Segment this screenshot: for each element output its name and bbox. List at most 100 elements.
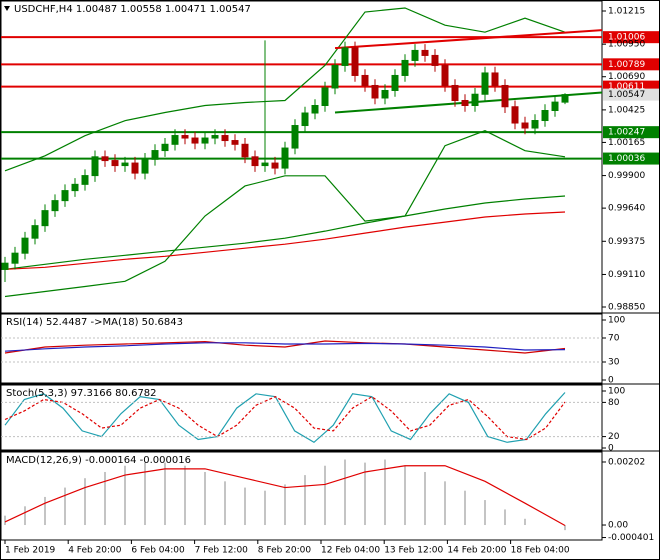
candle-body: [441, 64, 449, 86]
candle-body: [71, 183, 79, 192]
panel-title: USDCHF,H4 1.00487 1.00558 1.00471 1.0054…: [14, 4, 251, 15]
candle-body: [481, 72, 489, 95]
candle-body: [31, 225, 39, 239]
candle-body: [231, 140, 239, 145]
candle-body: [281, 147, 289, 169]
candle-body: [461, 99, 469, 107]
y-tick-label: 0.00: [608, 521, 628, 531]
y-tick-label: 0.00202: [608, 457, 645, 467]
candle-body: [201, 137, 209, 144]
y-tick-label: 70: [608, 334, 620, 344]
candle-body: [11, 252, 19, 264]
candle-body: [541, 110, 549, 122]
candle-body: [551, 101, 559, 112]
y-tick-label: 0.99110: [608, 270, 645, 280]
candle-body: [171, 135, 179, 145]
indicator-line: [4, 342, 566, 352]
panel-title: RSI(14) 52.4487 ->MA(18) 50.6843: [6, 317, 183, 328]
candle-body: [111, 160, 119, 167]
candle-body: [221, 135, 229, 142]
candle-body: [101, 156, 109, 162]
candle-body: [121, 162, 129, 167]
y-tick-label: 100: [608, 316, 625, 326]
indicator-line: [4, 392, 566, 444]
y-tick-label: 0: [608, 444, 614, 454]
level-label: 1.00036: [608, 154, 645, 164]
candle-body: [251, 156, 259, 167]
x-tick-label: 12 Feb 04:00: [321, 546, 380, 556]
candle-body: [401, 59, 409, 76]
y-tick-label: 30: [608, 358, 620, 368]
panel-title: Stoch(5,3,3) 97.3166 80.6782: [6, 388, 157, 399]
y-tick-label: 0.98850: [608, 302, 645, 312]
candle-body: [131, 162, 139, 174]
candle-body: [511, 106, 519, 124]
level-label-bg: [603, 126, 659, 139]
candle-body: [381, 89, 389, 99]
candle-body: [181, 135, 189, 139]
level-label: 1.01006: [608, 33, 645, 43]
candle-body: [311, 105, 319, 114]
overlay-line: [4, 7, 566, 172]
level-label-bg: [603, 152, 659, 165]
y-tick-label: 1.00690: [608, 72, 645, 82]
overlay-line: [4, 211, 566, 270]
candle-body: [301, 112, 309, 127]
level-label-bg: [603, 58, 659, 71]
candle-body: [431, 54, 439, 66]
y-tick-label: 1.00950: [608, 40, 645, 50]
candle-body: [421, 49, 429, 56]
y-tick-label: 0.99375: [608, 237, 645, 247]
panel-border: [0, 451, 603, 541]
panel-title: MACD(12,26,9) -0.000164 -0.000016: [6, 455, 191, 466]
x-tick-label: 1 Feb 2019: [5, 546, 56, 556]
signal-line: [4, 465, 566, 527]
candle-body: [151, 150, 159, 160]
y-tick-label: 1.01215: [608, 7, 645, 17]
candle-body: [91, 156, 99, 177]
candle-body: [391, 74, 399, 91]
level-label: 1.00789: [608, 60, 645, 70]
candle-body: [351, 47, 359, 76]
candle-body: [491, 72, 499, 86]
candle-body: [561, 94, 569, 103]
candle-body: [51, 200, 59, 212]
y-tick-label: 1.00425: [608, 105, 645, 115]
candle-body: [501, 84, 509, 108]
overlay-line: [4, 195, 566, 270]
candle-body: [291, 125, 299, 149]
candle-body: [211, 135, 219, 139]
candle-body: [141, 158, 149, 174]
level-label: 1.00611: [608, 82, 645, 92]
y-tick-label: 80: [608, 398, 620, 408]
level-label-bg: [603, 31, 659, 44]
y-tick-label: 0.99640: [608, 204, 645, 214]
candle-body: [521, 122, 529, 129]
candle-body: [371, 84, 379, 99]
y-tick-label: 1.00165: [608, 138, 645, 148]
candle-body: [161, 143, 169, 152]
candle-body: [531, 120, 539, 129]
candle-body: [331, 64, 339, 89]
candle-body: [411, 49, 419, 61]
level-label: 1.00247: [608, 128, 645, 138]
x-tick-label: 8 Feb 20:00: [258, 546, 312, 556]
panel-border: [0, 313, 603, 384]
candle-body: [1, 262, 9, 270]
x-tick-label: 6 Feb 04:00: [131, 546, 185, 556]
x-tick-label: 4 Feb 20:00: [68, 546, 122, 556]
y-tick-label: 100: [608, 386, 625, 396]
x-tick-label: 14 Feb 20:00: [447, 546, 506, 556]
trend-line: [334, 29, 603, 50]
last-price-label: 1.00547: [608, 90, 645, 100]
candle-body: [471, 93, 479, 107]
candle-body: [61, 190, 69, 202]
y-tick-label: 0.99900: [608, 171, 645, 181]
y-tick-label: 0: [608, 376, 614, 386]
candle-body: [451, 84, 459, 101]
y-tick-label: 20: [608, 432, 620, 442]
x-tick-label: 7 Feb 12:00: [195, 546, 249, 556]
